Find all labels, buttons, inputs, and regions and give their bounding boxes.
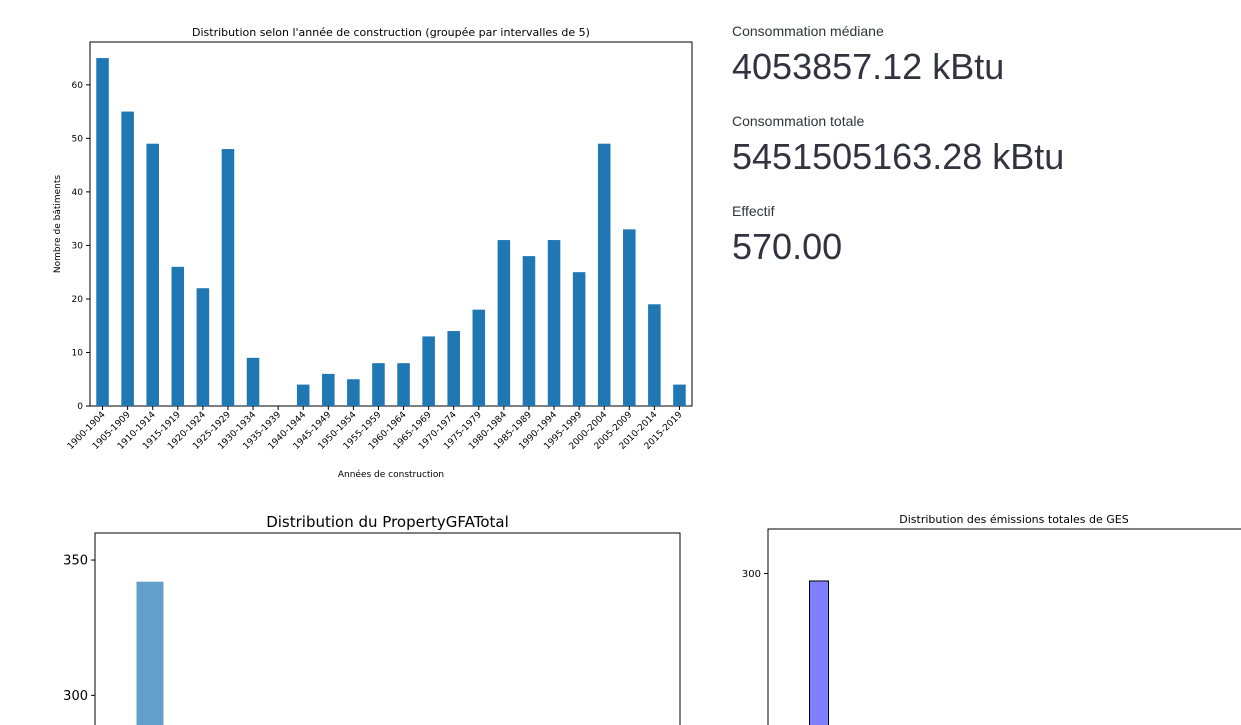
bar bbox=[472, 309, 486, 406]
bar bbox=[572, 272, 586, 406]
plot-frame bbox=[89, 41, 693, 407]
bar bbox=[146, 143, 159, 406]
y-tick-label: 300 bbox=[742, 569, 761, 580]
bar bbox=[296, 384, 310, 406]
y-tick-label: 20 bbox=[72, 295, 84, 305]
bar bbox=[447, 331, 460, 406]
y-tick-label: 300 bbox=[63, 689, 88, 704]
chart-title: Distribution des émissions totales de GE… bbox=[899, 513, 1129, 526]
bar bbox=[497, 240, 511, 406]
bar bbox=[422, 336, 435, 406]
bar bbox=[196, 288, 210, 406]
bar bbox=[121, 111, 134, 407]
bar bbox=[136, 581, 164, 725]
bar bbox=[96, 58, 109, 406]
chart-title: Distribution du PropertyGFATotal bbox=[266, 513, 509, 531]
bar bbox=[372, 363, 385, 406]
metric-label: Consommation totale bbox=[732, 113, 865, 129]
metric-value: 5451505163.28 kBtu bbox=[732, 136, 1065, 177]
bar bbox=[171, 266, 185, 406]
y-tick-label: 50 bbox=[72, 135, 84, 145]
construction-year-chart: Distribution selon l'année de constructi… bbox=[53, 26, 693, 480]
y-tick-label: 10 bbox=[72, 349, 84, 359]
bar bbox=[347, 379, 360, 406]
ghg-distribution-chart: Distribution des émissions totales de GE… bbox=[742, 513, 1241, 725]
metric-value: 4053857.12 kBtu bbox=[732, 46, 1005, 87]
bar bbox=[673, 384, 686, 406]
y-tick-label: 40 bbox=[72, 188, 84, 198]
bar bbox=[597, 143, 611, 406]
bar bbox=[547, 240, 561, 406]
metric-label: Consommation médiane bbox=[732, 23, 884, 39]
y-axis-label: Nombre de bâtiments bbox=[53, 175, 63, 274]
bar bbox=[246, 357, 260, 406]
metric-label: Effectif bbox=[732, 203, 775, 219]
x-axis-label: Années de construction bbox=[338, 469, 444, 480]
bar bbox=[809, 580, 829, 725]
bar bbox=[648, 304, 661, 406]
y-tick-label: 30 bbox=[72, 242, 84, 252]
plot-frame bbox=[767, 528, 1241, 725]
metric-count: Effectif 570.00 bbox=[732, 202, 1212, 268]
y-tick-label: 60 bbox=[72, 81, 84, 91]
y-tick-label: 350 bbox=[63, 554, 88, 569]
metric-total-consumption: Consommation totale 5451505163.28 kBtu bbox=[732, 112, 1212, 178]
bar bbox=[322, 373, 335, 406]
gfa-distribution-chart: Distribution du PropertyGFATotal25030035… bbox=[63, 513, 681, 725]
chart-title: Distribution selon l'année de constructi… bbox=[192, 26, 590, 39]
bar bbox=[623, 229, 636, 406]
metric-value: 570.00 bbox=[732, 226, 843, 267]
y-tick-label: 0 bbox=[77, 402, 83, 412]
bar bbox=[397, 363, 410, 406]
plot-frame bbox=[94, 532, 681, 725]
bar bbox=[221, 149, 235, 406]
bar bbox=[522, 256, 536, 406]
metric-median-consumption: Consommation médiane 4053857.12 kBtu bbox=[732, 22, 1212, 88]
metrics-panel: Consommation médiane 4053857.12 kBtu Con… bbox=[732, 22, 1212, 292]
